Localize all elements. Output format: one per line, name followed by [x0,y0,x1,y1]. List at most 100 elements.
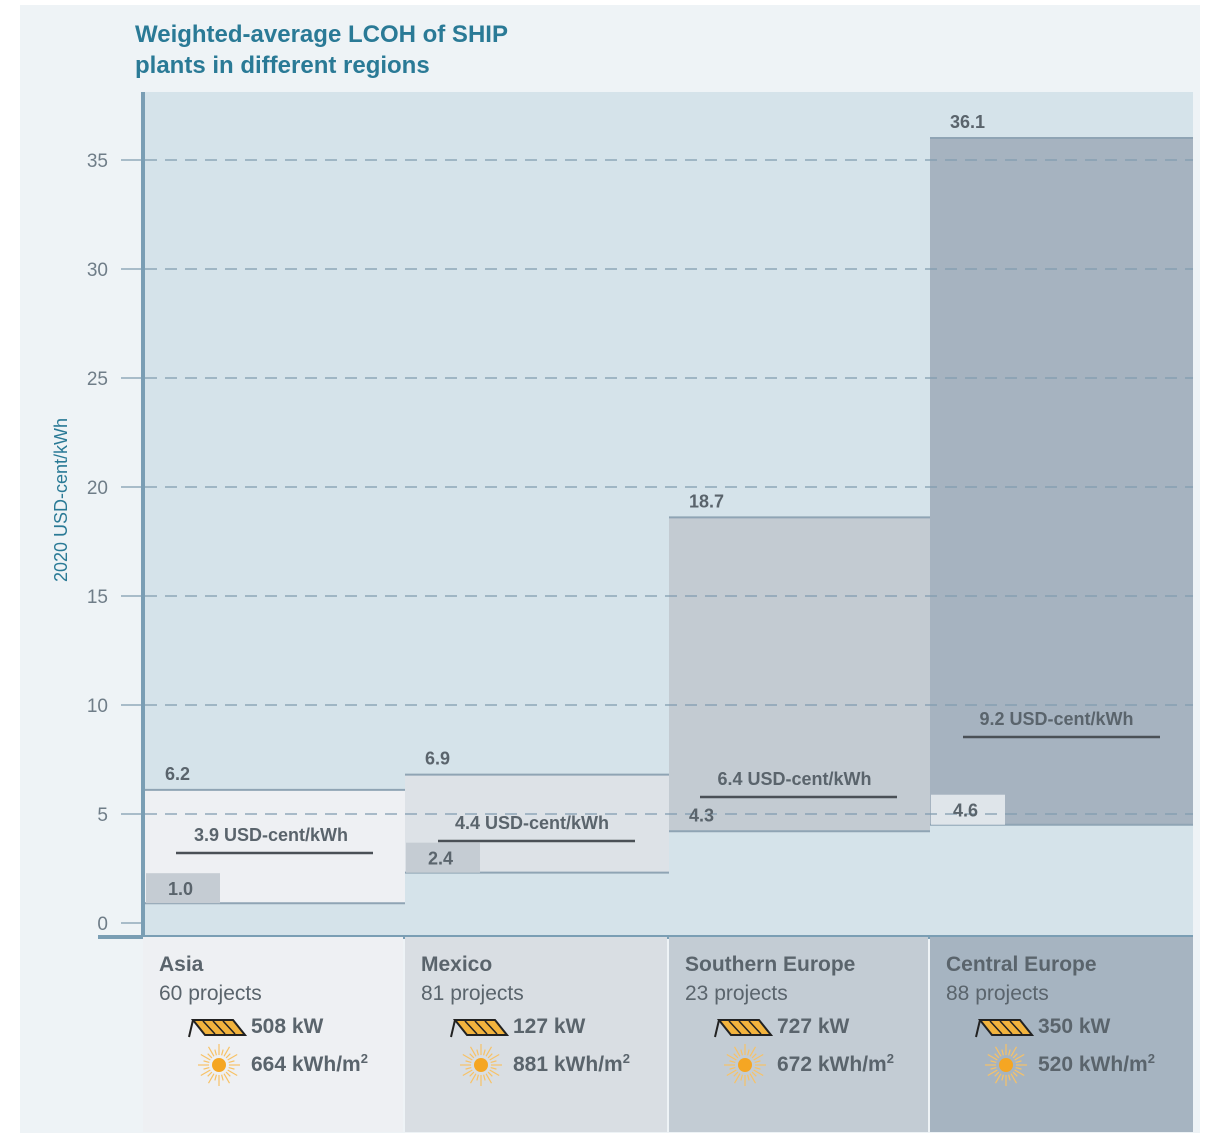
sun-ray [1001,1049,1004,1056]
sun-ray [990,1060,997,1063]
sun-ray [490,1067,497,1070]
solar-collector-icon [188,1019,247,1038]
sun-icon [198,1044,240,1086]
sun-ray [733,1073,741,1084]
min-tab-central-europe [931,794,1005,825]
sun-ray [221,1074,224,1081]
y-tick-label-30: 30 [87,260,108,281]
region-irradiation: 881 kWh/m2 [513,1051,630,1076]
sun-ray [749,1073,757,1084]
sun-ray [221,1049,224,1056]
region-capacity: 127 kW [513,1015,586,1038]
sun-ray [207,1046,215,1057]
sun-ray [1010,1073,1018,1084]
sun-ray [754,1067,761,1070]
sun-ray [228,1067,235,1070]
sun-ray [994,1053,1000,1059]
region-name: Asia [159,953,204,976]
sun-ray [487,1071,493,1077]
region-projects: 81 projects [421,982,524,1005]
average-label-mexico: 4.4 USD-cent/kWh [455,813,609,833]
min-label-mexico: 2.4 [428,849,453,869]
sun-ray [753,1069,764,1077]
sun-ray [203,1060,210,1063]
sun-ray [994,1071,1000,1077]
sun-ray [1008,1074,1011,1081]
sun-ray [200,1069,211,1077]
sun-ray [469,1073,477,1084]
min-label-central-europe: 4.6 [953,801,978,821]
sun-ray [223,1046,231,1057]
average-label-asia: 3.9 USD-cent/kWh [194,825,348,845]
min-label-southern-europe: 4.3 [689,805,714,825]
region-name: Mexico [421,953,493,976]
sun-ray [754,1060,761,1063]
sun-ray [994,1073,1002,1084]
sun-ray [485,1046,493,1057]
sun-ray [228,1060,235,1063]
sun-ray [489,1069,500,1077]
region-irradiation: 520 kWh/m2 [1038,1051,1155,1076]
sun-ray [987,1053,998,1061]
region-projects: 60 projects [159,982,262,1005]
sun-ray [214,1074,217,1081]
sun-ray [1010,1046,1018,1057]
solar-collector-icon [714,1019,773,1038]
sun-ray [1014,1053,1025,1061]
y-tick-label-5: 5 [97,805,108,826]
sun-ray [469,1046,477,1057]
sun-ray [733,1071,739,1077]
max-label-mexico: 6.9 [425,749,450,769]
sun-ray [207,1071,213,1077]
sun-ray [483,1074,486,1081]
sun-icon [724,1044,766,1086]
region-capacity: 508 kW [251,1015,324,1038]
sun-ray [207,1053,213,1059]
sun-ray [751,1071,757,1077]
sun-ray [203,1067,210,1070]
sun-ray [465,1067,472,1070]
max-label-central-europe: 36.1 [950,112,985,132]
sun-ray [225,1053,231,1059]
solar-collector-icon [450,1019,509,1038]
sun-ray [214,1049,217,1056]
sun-icon [985,1044,1027,1086]
solar-collector-icon [975,1019,1034,1038]
sun-ray [476,1049,479,1056]
sun-ray [729,1067,736,1070]
sun-ray [1015,1067,1022,1070]
chart-title-line1: Weighted-average LCOH of SHIP [135,21,508,48]
chart-title: Weighted-average LCOH of SHIP plants in … [135,19,508,81]
sun-ray [462,1053,473,1061]
sun-ray [465,1060,472,1063]
region-projects: 23 projects [685,982,788,1005]
sun-ray [227,1069,238,1077]
sun-ray [1014,1069,1025,1077]
y-tick-label-15: 15 [87,587,108,608]
region-panel-southern-europe: Southern Europe 23 projects 727 kW 672 k… [669,937,928,1132]
min-label-asia: 1.0 [168,879,193,899]
sun-ray [485,1073,493,1084]
sun-ray [740,1049,743,1056]
sun-ray [726,1069,737,1077]
sun-ray [1008,1049,1011,1056]
sun-ray [990,1067,997,1070]
y-tick-label-25: 25 [87,369,108,390]
chart-title-line2: plants in different regions [135,52,430,79]
max-label-southern-europe: 18.7 [689,491,724,511]
sun-icon [460,1044,502,1086]
region-name: Central Europe [946,953,1097,976]
y-tick-label-10: 10 [87,696,108,717]
sun-ray [1012,1071,1018,1077]
sun-ray [1001,1074,1004,1081]
sun-ray [733,1046,741,1057]
sun-ray [225,1071,231,1077]
sun-ray [483,1049,486,1056]
sun-ray [462,1069,473,1077]
region-panel-central-europe: Central Europe 88 projects 350 kW 520 kW… [930,937,1193,1132]
region-capacity: 350 kW [1038,1015,1111,1038]
sun-ray [994,1046,1002,1057]
y-tick-label-20: 20 [87,478,108,499]
sun-ray [747,1049,750,1056]
